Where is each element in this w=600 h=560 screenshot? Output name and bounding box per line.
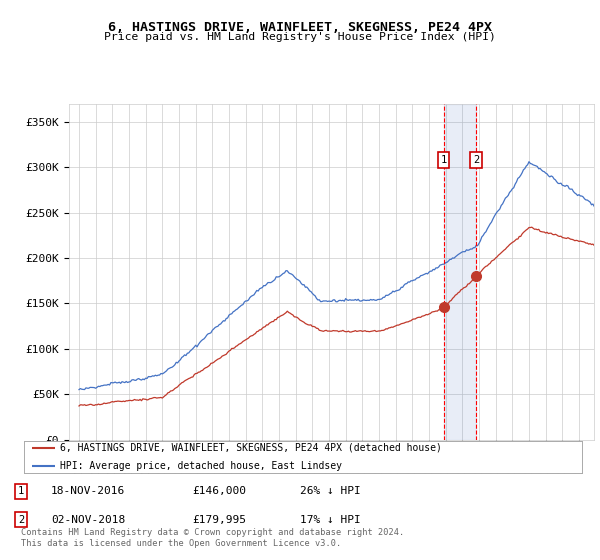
Text: 6, HASTINGS DRIVE, WAINFLEET, SKEGNESS, PE24 4PX (detached house): 6, HASTINGS DRIVE, WAINFLEET, SKEGNESS, … [60, 443, 442, 453]
Text: 6, HASTINGS DRIVE, WAINFLEET, SKEGNESS, PE24 4PX: 6, HASTINGS DRIVE, WAINFLEET, SKEGNESS, … [108, 21, 492, 34]
Text: 26% ↓ HPI: 26% ↓ HPI [300, 486, 361, 496]
Text: 2: 2 [18, 515, 24, 525]
Text: Contains HM Land Registry data © Crown copyright and database right 2024.
This d: Contains HM Land Registry data © Crown c… [21, 528, 404, 548]
Text: 1: 1 [440, 155, 447, 165]
Bar [443, 104, 476, 440]
Text: 1: 1 [18, 486, 24, 496]
Text: Price paid vs. HM Land Registry's House Price Index (HPI): Price paid vs. HM Land Registry's House … [104, 32, 496, 42]
Text: 17% ↓ HPI: 17% ↓ HPI [300, 515, 361, 525]
Text: 02-NOV-2018: 02-NOV-2018 [51, 515, 125, 525]
Text: 18-NOV-2016: 18-NOV-2016 [51, 486, 125, 496]
Text: £146,000: £146,000 [192, 486, 246, 496]
Text: 2: 2 [473, 155, 479, 165]
Text: HPI: Average price, detached house, East Lindsey: HPI: Average price, detached house, East… [60, 461, 342, 471]
Text: £179,995: £179,995 [192, 515, 246, 525]
